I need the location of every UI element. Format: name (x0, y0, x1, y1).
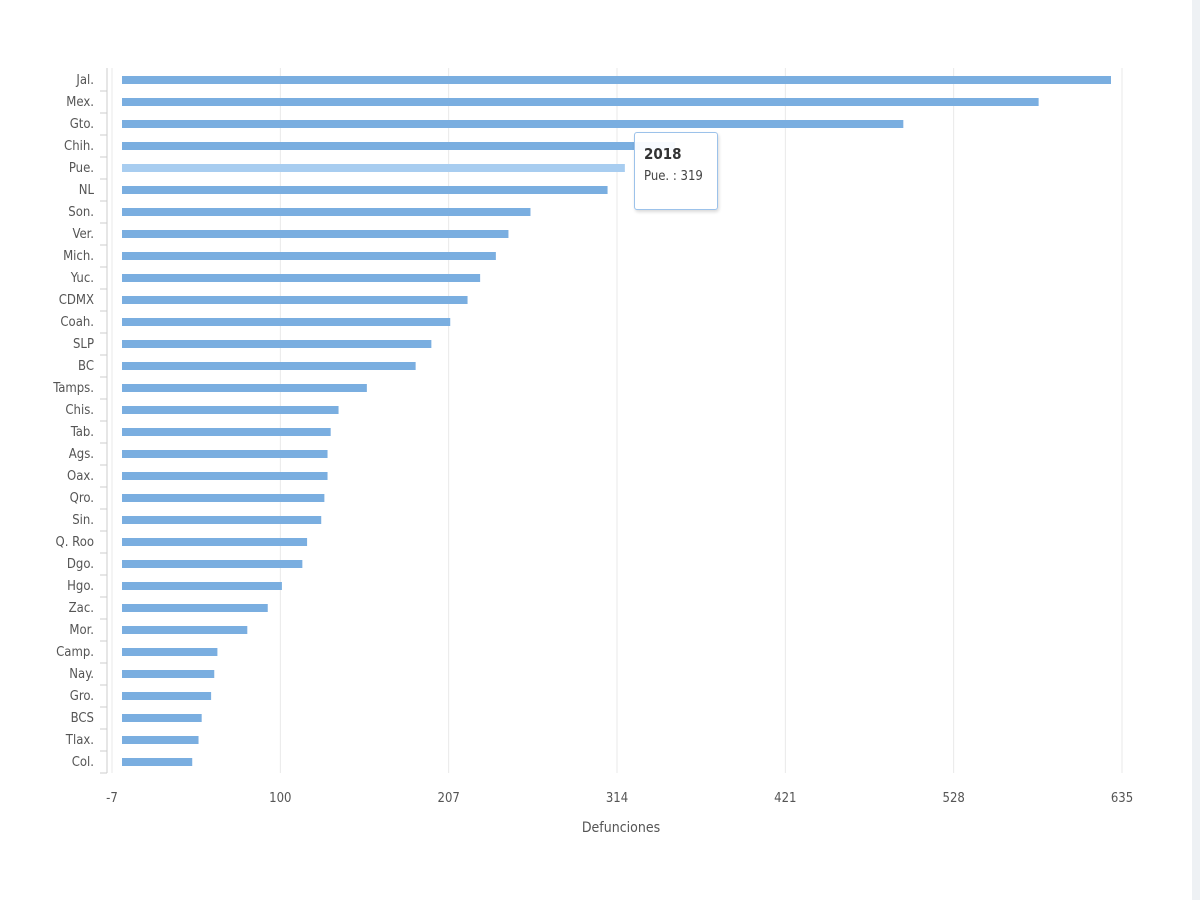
category-label: Dgo. (67, 557, 94, 572)
bar-nay[interactable] (122, 670, 215, 678)
category-label: Tab. (70, 425, 94, 440)
bar-col[interactable] (122, 758, 193, 766)
category-label: BCS (71, 711, 94, 726)
bar-son[interactable] (122, 208, 531, 216)
x-tick-label: 421 (774, 791, 796, 806)
category-label: Camp. (56, 645, 94, 660)
bar-mich[interactable] (122, 252, 496, 260)
category-label: Mex. (66, 95, 94, 110)
x-tick-label: 314 (606, 791, 628, 806)
bar-oax[interactable] (122, 472, 328, 480)
category-label: Coah. (60, 315, 94, 330)
category-label: Gto. (70, 117, 94, 132)
category-label: BC (78, 359, 94, 374)
bar-dgo[interactable] (122, 560, 303, 568)
x-tick-label: 207 (438, 791, 460, 806)
bar-q-roo[interactable] (122, 538, 308, 546)
bar-jal[interactable] (122, 76, 1111, 84)
category-label: CDMX (59, 293, 94, 308)
category-label: Q. Roo (56, 535, 94, 550)
x-tick-label: 635 (1111, 791, 1133, 806)
bar-chih[interactable] (122, 142, 676, 150)
bar-ags[interactable] (122, 450, 328, 458)
category-label: Mich. (63, 249, 94, 264)
x-tick-label: 100 (269, 791, 291, 806)
bar-bcs[interactable] (122, 714, 202, 722)
category-label: Chis. (65, 403, 94, 418)
bar-coah[interactable] (122, 318, 451, 326)
category-label: Pue. (69, 161, 94, 176)
bar-gto[interactable] (122, 120, 904, 128)
bar-qro[interactable] (122, 494, 325, 502)
bar-sin[interactable] (122, 516, 322, 524)
bar-gro[interactable] (122, 692, 212, 700)
category-label: Tamps. (52, 381, 94, 396)
category-label: Chih. (64, 139, 94, 154)
category-label: Yuc. (70, 271, 94, 286)
category-label: SLP (73, 337, 94, 352)
x-tick-label: -7 (106, 791, 118, 806)
bar-ver[interactable] (122, 230, 509, 238)
category-label: Col. (72, 755, 94, 770)
bar-bc[interactable] (122, 362, 416, 370)
bars (122, 76, 1111, 766)
grid-lines (111, 68, 1123, 773)
bar-cdmx[interactable] (122, 296, 468, 304)
bar-hgo[interactable] (122, 582, 282, 590)
bar-zac[interactable] (122, 604, 268, 612)
category-labels: Jal. Mex. Gto. Chih. Pue. NL Son. Ver. Mich. Yuc.… (52, 73, 107, 774)
category-label: Ags. (69, 447, 94, 462)
tooltip-title: 2018 (644, 145, 682, 163)
bar-pue[interactable] (122, 164, 625, 172)
category-label: Mor. (69, 623, 94, 638)
category-label: Qro. (70, 491, 94, 506)
bar-camp[interactable] (122, 648, 218, 656)
bar-yuc[interactable] (122, 274, 481, 282)
tooltip: 2018 Pue. : 319 (634, 132, 718, 210)
x-axis-title: Defunciones (582, 820, 660, 836)
bar-tab[interactable] (122, 428, 331, 436)
bar-mex[interactable] (122, 98, 1039, 106)
bar-nl[interactable] (122, 186, 608, 194)
category-label: Jal. (75, 73, 94, 88)
x-tick-labels: -7 100 207 314 421 528 635 (106, 791, 1133, 806)
category-label: Hgo. (67, 579, 94, 594)
bar-chis[interactable] (122, 406, 339, 414)
page-edge (1192, 0, 1200, 900)
bar-slp[interactable] (122, 340, 432, 348)
bar-tlax[interactable] (122, 736, 199, 744)
bar-mor[interactable] (122, 626, 248, 634)
category-label: Zac. (69, 601, 94, 616)
category-label: Tlax. (65, 733, 94, 748)
category-label: Nay. (69, 667, 94, 682)
category-label: Son. (68, 205, 94, 220)
bar-tamps[interactable] (122, 384, 367, 392)
category-label: Gro. (70, 689, 94, 704)
x-tick-label: 528 (943, 791, 965, 806)
category-label: NL (79, 183, 95, 198)
tooltip-text: Pue. : 319 (644, 169, 703, 184)
category-label: Oax. (67, 469, 94, 484)
category-label: Sin. (72, 513, 94, 528)
category-label: Ver. (72, 227, 94, 242)
